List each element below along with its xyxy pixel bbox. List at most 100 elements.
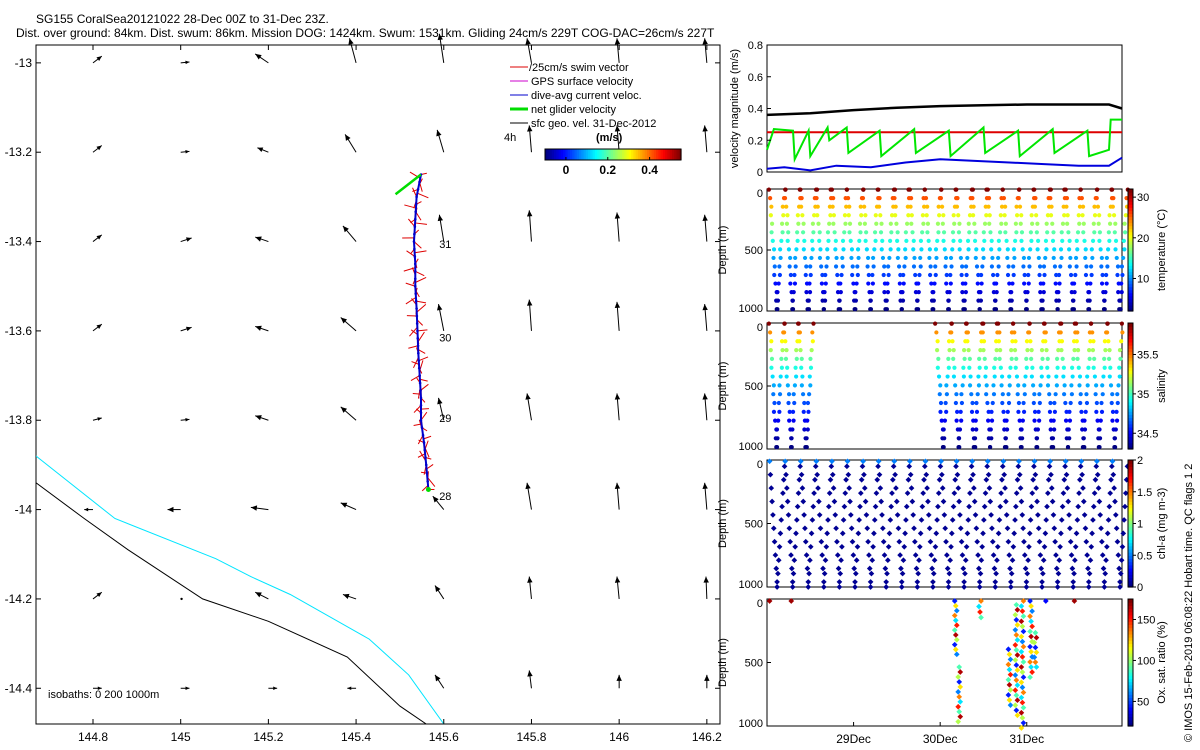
chl-point	[1049, 498, 1056, 505]
colorbar-segment	[565, 149, 569, 160]
profile-point	[989, 247, 994, 252]
profile-point	[866, 272, 871, 278]
chl-point	[917, 530, 924, 537]
chl-point	[852, 579, 858, 585]
chl-point	[1026, 543, 1032, 550]
profile-point	[795, 230, 800, 235]
panel-colorbar-segment	[1128, 545, 1133, 550]
swim-vector	[417, 329, 428, 332]
geo-arrow-head	[342, 593, 350, 599]
profile-point	[1035, 221, 1040, 226]
velocity-ytick-label: 0.8	[748, 40, 763, 52]
profile-point	[1004, 427, 1010, 432]
credit-text: © IMOS 15-Feb-2019 06:08:22 Hobart time.…	[1183, 464, 1195, 742]
profile-point	[950, 230, 956, 235]
colorbar-segment	[583, 149, 587, 160]
legend-interval: 4h	[504, 132, 516, 144]
profile-point	[996, 339, 1002, 344]
profile-point	[970, 400, 975, 406]
profile-point	[1032, 204, 1038, 209]
profile-point	[792, 400, 797, 406]
legend-geo-velocity: sfc geo. vel. 31-Dec-2012	[531, 118, 656, 130]
profile-point	[1045, 230, 1050, 235]
panel-colorbar-segment	[1128, 225, 1133, 230]
profile-point	[846, 213, 851, 218]
panel-colorbar-segment	[1128, 504, 1133, 509]
geo-velocity-arrow	[434, 585, 445, 600]
profile-point	[769, 221, 775, 226]
profile-point	[963, 281, 968, 286]
panel-colorbar-segment	[1128, 283, 1133, 288]
legend-gps-velocity: GPS surface velocity	[531, 76, 634, 88]
profile-point	[1006, 400, 1012, 406]
profile-point	[850, 264, 855, 269]
profile-point	[1026, 255, 1032, 261]
profile-point	[1036, 255, 1041, 261]
profile-point	[903, 255, 908, 261]
profile-point	[1091, 339, 1096, 344]
profile-point	[1036, 409, 1041, 414]
chl-point	[1071, 570, 1077, 577]
panel-colorbar-segment	[1128, 652, 1133, 657]
chl-point	[937, 463, 944, 470]
track-point	[415, 322, 419, 325]
velocity-ytick-label: 0.6	[748, 72, 763, 84]
profile-point	[940, 221, 945, 226]
profile-point	[887, 255, 892, 261]
profile-point	[841, 247, 846, 252]
chl-point	[1023, 584, 1030, 590]
geo-arrow-head	[614, 212, 621, 219]
oxygen-point	[1027, 613, 1033, 620]
profile-point	[847, 221, 853, 226]
oxygen-point	[1020, 704, 1027, 711]
panel-colorbar-segment	[1128, 256, 1133, 260]
chl-point	[1100, 565, 1107, 572]
geo-arrow-head	[702, 304, 708, 311]
profile-point	[999, 221, 1004, 226]
profile-point	[840, 238, 846, 243]
profile-point	[800, 230, 806, 235]
chl-point	[1112, 498, 1118, 505]
profile-point	[805, 400, 811, 406]
profile-point	[825, 247, 830, 252]
chl-point	[1064, 485, 1071, 491]
chl-point	[974, 538, 981, 545]
chl-point	[916, 557, 922, 564]
profile-point	[923, 196, 929, 201]
profile-point	[1030, 365, 1035, 370]
profile-point	[1107, 238, 1112, 243]
chl-point	[805, 579, 812, 585]
profile-point	[1034, 230, 1039, 235]
profile-point	[1052, 400, 1057, 406]
panel-colorbar-segment	[1128, 370, 1133, 374]
profile-point	[1121, 238, 1126, 243]
colorbar-segment	[653, 149, 657, 160]
profile-point	[974, 400, 979, 406]
profile-point	[933, 247, 939, 252]
profile-point	[969, 409, 975, 414]
chl-point	[824, 530, 830, 537]
chl-point	[1078, 458, 1085, 465]
oxygen-point	[1018, 725, 1025, 731]
profile-point	[850, 272, 855, 278]
chl-point	[1008, 570, 1015, 577]
profile-point	[972, 238, 978, 243]
chl-point	[996, 517, 1003, 523]
profile-point	[989, 264, 995, 269]
chl-point	[891, 458, 898, 465]
oxygen-point	[951, 598, 958, 604]
profile-point	[853, 298, 858, 303]
profile-point	[1083, 272, 1089, 278]
geo-velocity-arrow	[614, 301, 621, 331]
chl-point	[840, 517, 847, 523]
chl-point	[940, 498, 947, 505]
profile-point	[865, 264, 870, 269]
colorbar-segment	[606, 149, 610, 160]
oxygen-point	[1019, 669, 1026, 675]
profile-point	[987, 213, 992, 218]
panel-colorbar-segment	[1128, 706, 1133, 711]
profile-point	[780, 230, 785, 235]
profile-point	[1004, 418, 1009, 423]
oxygen-point	[951, 612, 958, 619]
